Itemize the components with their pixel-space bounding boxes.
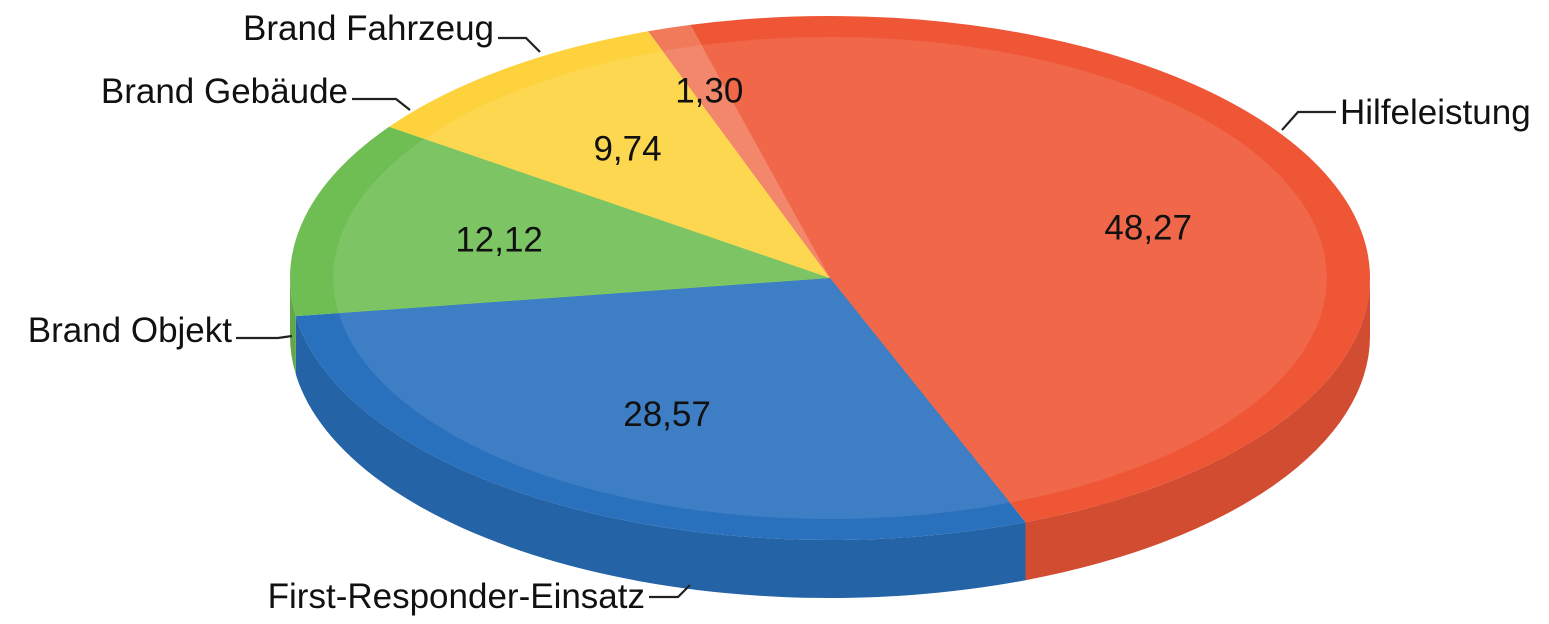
slice-highlight-hilfeleistung [701,36,1327,503]
leader-line-brand-geb-ude [352,97,411,111]
category-label-first-responder-einsatz: First-Responder-Einsatz [268,577,645,616]
leader-line-hilfeleistung [1281,110,1336,131]
category-labels: Hilfeleistung First-Responder-Einsatz Bran… [28,9,1531,616]
slice-highlight-brand-objekt [333,138,830,314]
value-labels: 48,27 28,57 12,12 9,74 1,30 [455,71,1192,433]
value-label-brand-geb-ude: 9,74 [593,130,661,169]
category-label-hilfeleistung: Hilfeleistung [1340,93,1531,132]
leader-line-brand-fahrzeug [498,36,541,53]
leader-line-first-responder-einsatz [649,584,691,599]
category-label-brand-objekt: Brand Objekt [28,311,233,350]
slice-side-hilfeleistung [1025,278,1370,581]
pie-3d-sides [290,278,1370,599]
category-label-brand-fahrzeug: Brand Fahrzeug [243,9,494,48]
leader-line-brand-objekt [236,334,293,340]
slice-highlight-brand-fahrzeug [662,45,830,278]
value-label-brand-fahrzeug: 1,30 [675,71,743,110]
pie-slices [290,15,1371,540]
value-label-hilfeleistung: 48,27 [1104,208,1192,247]
value-label-brand-objekt: 12,12 [455,221,543,260]
slice-side-first-responder-einsatz [295,316,1026,599]
slice-highlight-brand-geb-ude [424,51,830,278]
category-label-brand-geb-ude: Brand Gebäude [101,72,348,111]
value-label-first-responder-einsatz: 28,57 [623,395,711,434]
slice-highlight-first-responder-einsatz [338,278,1010,520]
slice-side-brand-objekt [290,278,296,375]
